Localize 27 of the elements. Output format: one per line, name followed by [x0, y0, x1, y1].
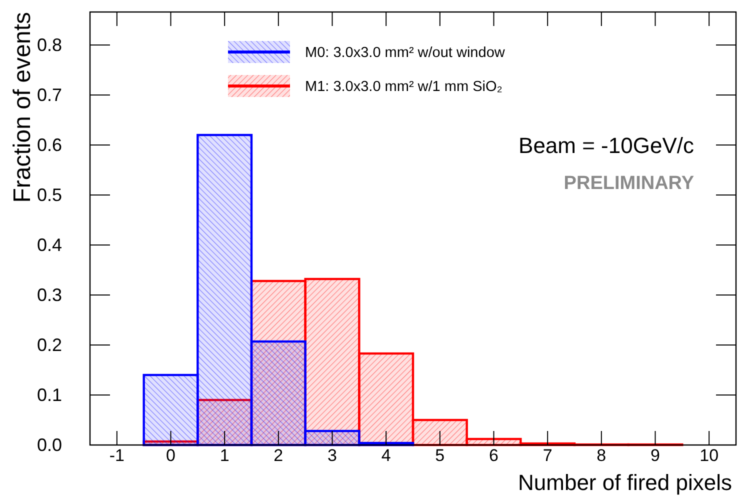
- x-tick-label: 2: [274, 446, 284, 466]
- x-tick-label: 3: [328, 446, 337, 466]
- x-tick-label: 8: [596, 446, 606, 466]
- annotation: PRELIMINARY: [564, 173, 694, 194]
- x-tick-label: -1: [109, 446, 124, 466]
- x-tick-label: 7: [542, 446, 552, 466]
- y-tick-label: 0.4: [36, 234, 62, 255]
- annotation: Beam = -10GeV/c: [518, 133, 694, 158]
- y-tick-label: 0.0: [36, 434, 62, 455]
- y-tick-label: 0.7: [36, 84, 62, 105]
- y-axis-title: Fraction of events: [9, 12, 36, 203]
- legend-label: M1: 3.0x3.0 mm² w/1 mm SiO₂: [305, 79, 502, 95]
- x-tick-label: 5: [435, 446, 445, 466]
- x-tick-label: 9: [650, 446, 660, 466]
- x-axis-title: Number of fired pixels: [518, 470, 732, 495]
- x-tick-label: 10: [700, 446, 719, 466]
- legend-label: M0: 3.0x3.0 mm² w/out window: [305, 45, 506, 61]
- y-tick-label: 0.6: [36, 134, 62, 155]
- y-tick-label: 0.8: [36, 34, 62, 55]
- x-tick-label: 0: [166, 446, 176, 466]
- x-tick-label: 1: [220, 446, 230, 466]
- x-tick-label: 4: [381, 446, 391, 466]
- y-tick-label: 0.5: [36, 184, 62, 205]
- y-tick-label: 0.1: [36, 384, 62, 405]
- y-tick-label: 0.3: [36, 284, 62, 305]
- x-tick-label: 6: [489, 446, 498, 466]
- y-tick-label: 0.2: [36, 334, 62, 355]
